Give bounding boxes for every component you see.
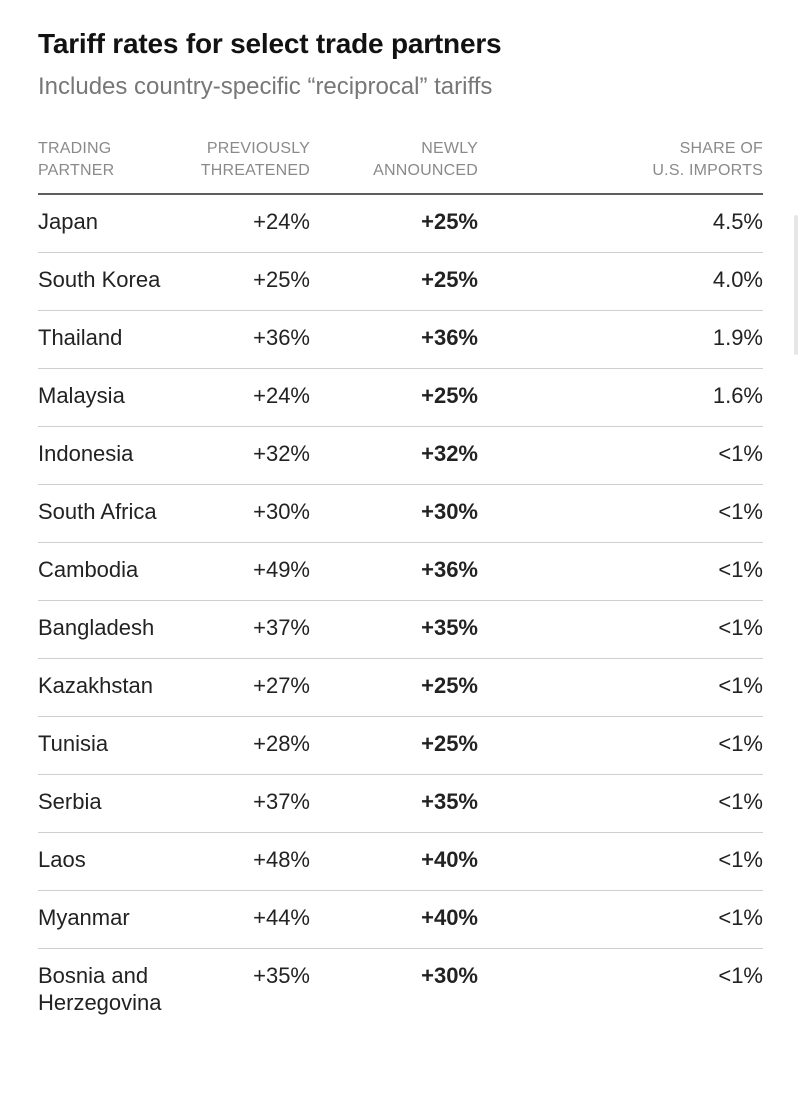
cell-share-of-imports: <1% — [478, 658, 763, 717]
cell-share-of-imports: 4.0% — [478, 252, 763, 311]
cell-partner: Serbia — [38, 774, 188, 833]
table-row: Cambodia +49% +36% <1% — [38, 542, 763, 601]
cell-partner: South Africa — [38, 484, 188, 543]
chart-subtitle: Includes country-specific “reciprocal” t… — [38, 73, 493, 100]
cell-newly-announced: +35% — [310, 600, 478, 659]
cell-previously-threatened: +48% — [188, 832, 310, 891]
cell-previously-threatened: +30% — [188, 484, 310, 543]
cell-newly-announced: +30% — [421, 963, 478, 988]
header-line: PREVIOUSLY — [206, 140, 310, 157]
cell-newly-announced: +36% — [310, 542, 478, 601]
table-header-row: TRADING PARTNER PREVIOUSLY THREATENED NEWL… — [38, 138, 763, 195]
cell-share-of-imports: <1% — [478, 716, 763, 775]
table-row: Myanmar +44% +40% <1% — [38, 890, 763, 949]
chart-title: Tariff rates for select trade partners — [38, 28, 502, 59]
cell-previously-threatened: +24% — [188, 368, 310, 427]
table-row: Indonesia +32% +32% <1% — [38, 426, 763, 485]
tariff-table: TRADING PARTNER PREVIOUSLY THREATENED NEWL… — [38, 138, 763, 1033]
cell-previously-threatened: +27% — [188, 658, 310, 717]
cell-previously-threatened: +37% — [188, 774, 310, 833]
header-line: THREATENED — [200, 162, 310, 179]
cell-share-of-imports: <1% — [478, 426, 763, 485]
header-line: NEWLY — [421, 140, 478, 157]
table-body: Japan +24% +25% 4.5% South Korea +25% +25% 4.0%… — [38, 194, 763, 1033]
cell-share-of-imports: <1% — [478, 484, 763, 543]
cell-previously-threatened: +35% — [253, 963, 310, 988]
cell-partner: Laos — [38, 832, 188, 891]
cell-share-of-imports: <1% — [478, 832, 763, 891]
cell-partner: Japan — [38, 194, 188, 253]
cell-partner: Indonesia — [38, 426, 188, 485]
cell-partner: Kazakhstan — [38, 658, 188, 717]
cell-share-of-imports: 1.6% — [478, 368, 763, 427]
cell-partner: Bangladesh — [38, 600, 188, 659]
chart-container: Tariff rates for select trade partners I… — [38, 26, 763, 1033]
cell-share-of-imports: <1% — [478, 542, 763, 601]
header-line: PARTNER — [38, 162, 115, 179]
cell-newly-announced: +25% — [310, 658, 478, 717]
table-row: South Africa +30% +30% <1% — [38, 484, 763, 543]
cell-newly-announced: +40% — [310, 890, 478, 949]
header-line: U.S. IMPORTS — [652, 162, 763, 179]
header-previously-threatened: PREVIOUSLY THREATENED — [188, 138, 310, 195]
header-line: TRADING — [38, 140, 112, 157]
cell-share-of-imports: <1% — [478, 600, 763, 659]
cell-partner: Thailand — [38, 310, 188, 369]
cell-partner: South Korea — [38, 252, 188, 311]
cell-share-of-imports: <1% — [718, 963, 763, 988]
cell-previously-threatened: +28% — [188, 716, 310, 775]
cell-partner: Myanmar — [38, 890, 188, 949]
table-row: Kazakhstan +27% +25% <1% — [38, 658, 763, 717]
cell-newly-announced: +36% — [310, 310, 478, 369]
table-row: South Korea +25% +25% 4.0% — [38, 252, 763, 311]
cell-partner: Cambodia — [38, 542, 188, 601]
cell-partner: Tunisia — [38, 716, 188, 775]
cell-newly-announced: +25% — [310, 716, 478, 775]
cell-share-of-imports: <1% — [478, 774, 763, 833]
cell-previously-threatened: +49% — [188, 542, 310, 601]
table-row: Laos +48% +40% <1% — [38, 832, 763, 891]
cell-newly-announced: +35% — [310, 774, 478, 833]
table-row: Serbia +37% +35% <1% — [38, 774, 763, 833]
cell-newly-announced: +40% — [310, 832, 478, 891]
cell-partner: Bosnia and Herzegovina — [38, 963, 162, 1015]
header-share-of-imports: SHARE OF U.S. IMPORTS — [478, 138, 763, 195]
table-row: Tunisia +28% +25% <1% — [38, 716, 763, 775]
cell-previously-threatened: +25% — [188, 252, 310, 311]
cell-share-of-imports: <1% — [478, 890, 763, 949]
table-row: Thailand +36% +36% 1.9% — [38, 310, 763, 369]
cell-share-of-imports: 1.9% — [478, 310, 763, 369]
header-trading-partner: TRADING PARTNER — [38, 138, 188, 195]
header-newly-announced: NEWLY ANNOUNCED — [310, 138, 478, 195]
cell-newly-announced: +32% — [310, 426, 478, 485]
cell-previously-threatened: +24% — [188, 194, 310, 253]
table-row: Malaysia +24% +25% 1.6% — [38, 368, 763, 427]
cell-newly-announced: +30% — [310, 484, 478, 543]
cell-newly-announced: +25% — [310, 252, 478, 311]
cell-newly-announced: +25% — [310, 194, 478, 253]
cell-newly-announced: +25% — [310, 368, 478, 427]
header-line: SHARE OF — [679, 140, 763, 157]
table-row: Bosnia and Herzegovina +35% +30% <1% — [38, 949, 763, 1034]
cell-previously-threatened: +32% — [188, 426, 310, 485]
table-row: Bangladesh +37% +35% <1% — [38, 600, 763, 659]
cell-previously-threatened: +37% — [188, 600, 310, 659]
cell-previously-threatened: +36% — [188, 310, 310, 369]
cell-share-of-imports: 4.5% — [478, 194, 763, 253]
header-line: ANNOUNCED — [373, 162, 478, 179]
table-row: Japan +24% +25% 4.5% — [38, 194, 763, 253]
scrollbar[interactable] — [794, 215, 798, 355]
cell-previously-threatened: +44% — [188, 890, 310, 949]
cell-partner: Malaysia — [38, 368, 188, 427]
